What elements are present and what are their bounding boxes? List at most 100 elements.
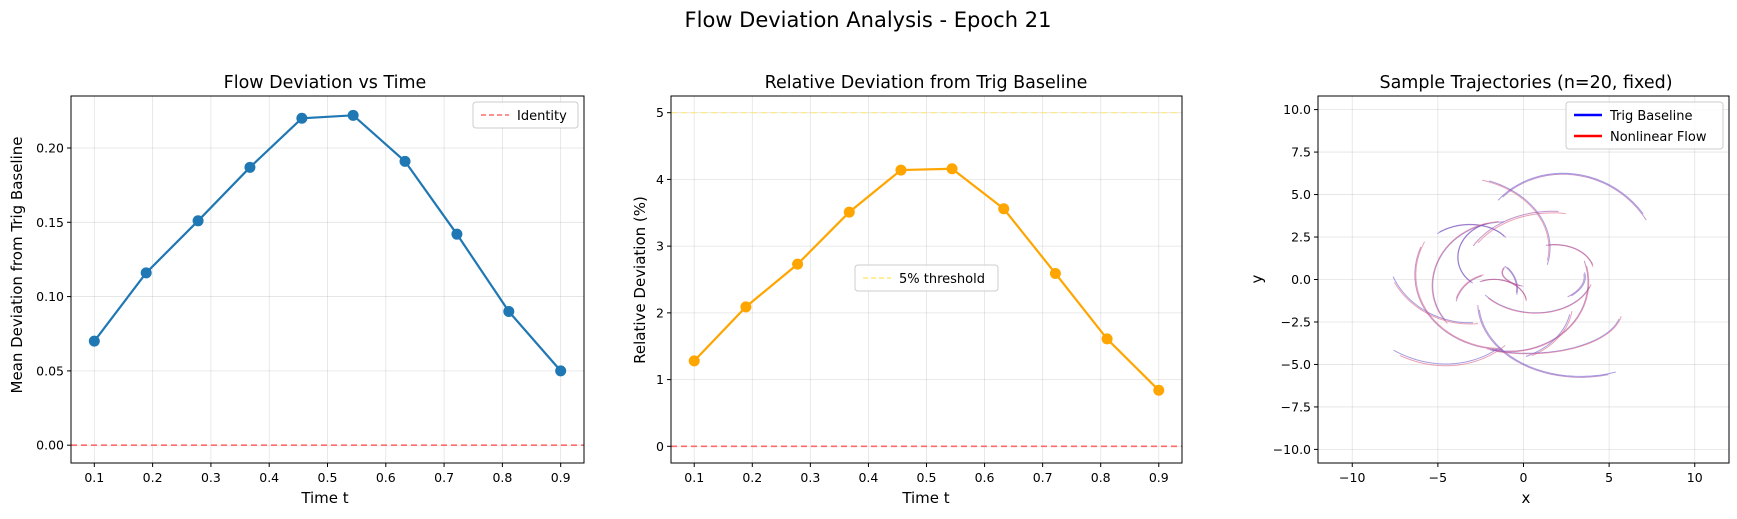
panel-sample-trajectories: Sample Trajectories (n=20, fixed) x y −1… [1248, 73, 1730, 507]
data-point [1049, 267, 1061, 279]
x-ticks: −10 −5 0 5 10 [1339, 463, 1703, 485]
x-tick-label: 0.4 [858, 470, 878, 485]
y-tick-label: 5 [656, 105, 664, 120]
trajectory-lines [1392, 172, 1647, 378]
x-tick-label: 0.9 [551, 470, 571, 485]
y-tick-label: 0.05 [36, 363, 64, 378]
axes-frame [70, 95, 585, 464]
x-tick-label: 5 [1605, 470, 1613, 485]
trajectory-line [1496, 316, 1622, 355]
trajectory-line [1477, 212, 1566, 244]
panel-title: Flow Deviation vs Time [224, 73, 427, 93]
y-tick-label: −7.5 [1281, 399, 1311, 414]
grid [71, 96, 584, 463]
x-tick-label: 0.6 [376, 470, 396, 485]
trajectory-line [1497, 172, 1644, 215]
data-point [503, 305, 515, 317]
x-tick-label: 10 [1687, 470, 1703, 485]
trajectory-line [1484, 286, 1590, 314]
legend: Identity [472, 101, 579, 129]
x-tick-label: 0.6 [975, 470, 995, 485]
legend-box [472, 101, 579, 129]
trajectory-line [1482, 179, 1550, 261]
trajectory-line [1502, 173, 1647, 221]
panel-flow-deviation: Flow Deviation vs Time Time t Mean Devia… [8, 73, 585, 507]
x-tick-label: 0.9 [1149, 470, 1169, 485]
data-point [792, 258, 804, 270]
x-tick-label: 0.7 [1033, 470, 1053, 485]
trajectory-line [1399, 344, 1506, 367]
data-point [192, 215, 204, 227]
data-point [347, 109, 359, 121]
trajectory-line [1525, 314, 1571, 357]
trajectory-line [1393, 347, 1500, 365]
figure-suptitle: Flow Deviation Analysis - Epoch 21 [685, 8, 1052, 32]
y-tick-label: 0.0 [1291, 272, 1311, 287]
trajectory-line [1487, 284, 1592, 314]
trajectory-line [1571, 272, 1586, 297]
data-point [688, 355, 700, 367]
x-tick-label: 0.2 [143, 470, 163, 485]
x-tick-label: 0 [1520, 470, 1528, 485]
trajectory-line [1504, 265, 1518, 293]
y-axis-label: Mean Deviation from Trig Baseline [8, 136, 26, 393]
x-tick-label: 0.5 [318, 470, 338, 485]
grid [1318, 96, 1729, 463]
trajectory-line [1478, 309, 1616, 377]
trajectory-line [1472, 210, 1559, 247]
legend-box [854, 264, 999, 292]
data-point [88, 335, 100, 347]
y-tick-label: 2 [656, 305, 664, 320]
y-tick-label: 10.0 [1283, 102, 1311, 117]
reference-lines [671, 112, 1182, 448]
data-point [998, 203, 1010, 215]
data-point [140, 267, 152, 279]
x-tick-label: 0.5 [917, 470, 937, 485]
y-tick-label: 0.20 [36, 141, 64, 156]
x-tick-label: 0.7 [434, 470, 454, 485]
y-tick-label: 0.00 [36, 438, 64, 453]
y-tick-label: 2.5 [1291, 230, 1311, 245]
y-tick-label: 1 [656, 372, 664, 387]
y-tick-label: −5.0 [1281, 357, 1311, 372]
x-tick-label: 0.4 [259, 470, 279, 485]
trajectory-line [1531, 310, 1573, 357]
y-tick-label: 0.15 [36, 215, 64, 230]
trajectory-line [1567, 273, 1585, 298]
trajectory-line [1455, 275, 1482, 302]
data-marks [88, 109, 567, 377]
x-ticks: 0.1 0.2 0.3 0.4 0.5 0.6 0.7 0.8 0.9 [84, 463, 571, 485]
panel-title: Relative Deviation from Trig Baseline [765, 73, 1088, 93]
y-tick-label: 0.10 [36, 289, 64, 304]
trajectory-line [1545, 244, 1594, 265]
data-point [1101, 333, 1113, 345]
panel-relative-deviation: Relative Deviation from Trig Baseline Ti… [631, 73, 1183, 507]
y-tick-label: 0 [656, 439, 664, 454]
data-point [740, 301, 752, 313]
x-tick-label: 0.8 [492, 470, 512, 485]
trajectory-line [1507, 267, 1519, 295]
x-ticks: 0.1 0.2 0.3 0.4 0.5 0.6 0.7 0.8 0.9 [684, 463, 1169, 485]
x-tick-label: 0.1 [684, 470, 704, 485]
x-tick-label: 0.8 [1091, 470, 1111, 485]
trajectory-line [1431, 221, 1499, 324]
data-marks [688, 163, 1165, 396]
trajectory-line [1432, 221, 1505, 321]
series-line [693, 167, 1160, 392]
trajectory-line [1455, 274, 1484, 299]
y-axis-label: y [1248, 274, 1266, 283]
legend-box [1565, 101, 1724, 150]
axes-frame [1317, 95, 1730, 464]
data-point [451, 228, 463, 240]
y-tick-label: 7.5 [1291, 145, 1311, 160]
legend: Trig Baseline Nonlinear Flow [1565, 101, 1724, 150]
x-tick-label: 0.3 [800, 470, 820, 485]
trajectory-line [1414, 246, 1503, 350]
x-axis-label: Time t [901, 489, 949, 507]
series-line [93, 114, 562, 372]
panel-title: Sample Trajectories (n=20, fixed) [1379, 73, 1672, 93]
y-axis-label: Relative Deviation (%) [631, 196, 649, 364]
data-point [555, 365, 567, 377]
